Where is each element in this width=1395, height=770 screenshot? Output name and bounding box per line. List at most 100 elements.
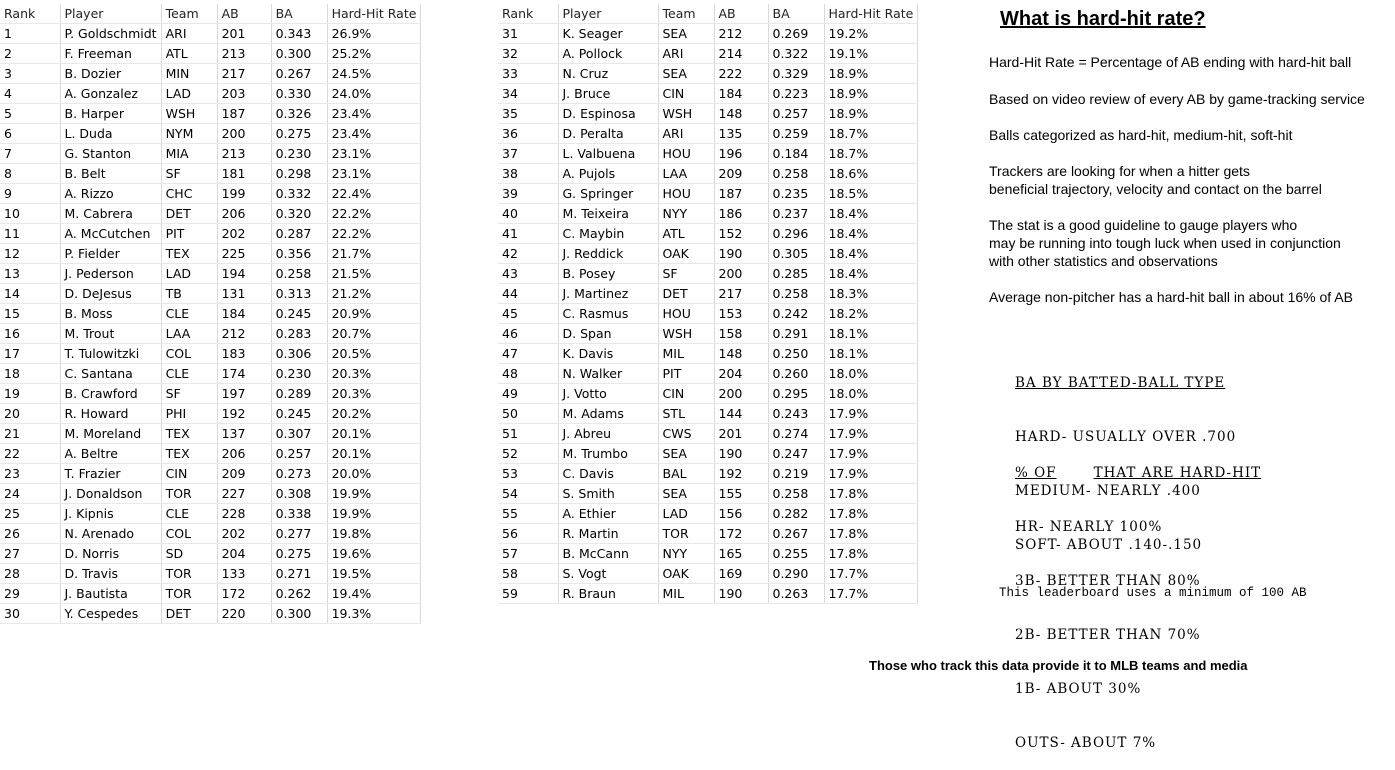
cell-rank[interactable]: 50 xyxy=(498,403,559,424)
cell-team[interactable]: OAK xyxy=(658,563,715,584)
cell-hard-hit-rate[interactable]: 18.3% xyxy=(824,283,919,304)
cell-hard-hit-rate[interactable]: 20.1% xyxy=(327,423,422,444)
cell-rank[interactable]: 4 xyxy=(0,83,61,104)
cell-ba[interactable]: 0.267 xyxy=(271,63,328,84)
cell-hard-hit-rate[interactable]: 22.2% xyxy=(327,203,422,224)
cell-player[interactable]: J. Martinez xyxy=(558,283,659,304)
cell-rank[interactable]: 37 xyxy=(498,143,559,164)
cell-ab[interactable]: 225 xyxy=(217,243,272,264)
cell-ab[interactable]: 133 xyxy=(217,563,272,584)
column-header-rank[interactable]: Rank xyxy=(0,4,61,24)
cell-ab[interactable]: 213 xyxy=(217,143,272,164)
cell-rank[interactable]: 2 xyxy=(0,43,61,64)
cell-ab[interactable]: 190 xyxy=(714,243,769,264)
cell-rank[interactable]: 13 xyxy=(0,263,61,284)
cell-hard-hit-rate[interactable]: 19.5% xyxy=(327,563,422,584)
cell-team[interactable]: ATL xyxy=(658,223,715,244)
cell-ba[interactable]: 0.287 xyxy=(271,223,328,244)
cell-ab[interactable]: 174 xyxy=(217,363,272,384)
cell-rank[interactable]: 46 xyxy=(498,323,559,344)
cell-team[interactable]: CLE xyxy=(161,363,218,384)
cell-ab[interactable]: 212 xyxy=(217,323,272,344)
cell-team[interactable]: TEX xyxy=(161,243,218,264)
cell-player[interactable]: J. Abreu xyxy=(558,423,659,444)
cell-team[interactable]: SF xyxy=(161,383,218,404)
cell-rank[interactable]: 32 xyxy=(498,43,559,64)
cell-team[interactable]: TOR xyxy=(161,583,218,604)
cell-rank[interactable]: 56 xyxy=(498,523,559,544)
cell-team[interactable]: MIN xyxy=(161,63,218,84)
cell-hard-hit-rate[interactable]: 18.5% xyxy=(824,183,919,204)
cell-rank[interactable]: 24 xyxy=(0,483,61,504)
cell-ba[interactable]: 0.259 xyxy=(768,123,825,144)
cell-team[interactable]: NYM xyxy=(161,123,218,144)
cell-ba[interactable]: 0.338 xyxy=(271,503,328,524)
cell-rank[interactable]: 18 xyxy=(0,363,61,384)
cell-ba[interactable]: 0.237 xyxy=(768,203,825,224)
column-header-rank[interactable]: Rank xyxy=(498,4,559,24)
cell-player[interactable]: J. Votto xyxy=(558,383,659,404)
cell-hard-hit-rate[interactable]: 24.5% xyxy=(327,63,422,84)
cell-team[interactable]: CIN xyxy=(658,83,715,104)
cell-ba[interactable]: 0.247 xyxy=(768,443,825,464)
cell-team[interactable]: TEX xyxy=(161,423,218,444)
cell-hard-hit-rate[interactable]: 17.8% xyxy=(824,523,919,544)
cell-ba[interactable]: 0.273 xyxy=(271,463,328,484)
cell-rank[interactable]: 42 xyxy=(498,243,559,264)
cell-rank[interactable]: 23 xyxy=(0,463,61,484)
cell-ab[interactable]: 135 xyxy=(714,123,769,144)
cell-team[interactable]: SEA xyxy=(658,443,715,464)
cell-ba[interactable]: 0.326 xyxy=(271,103,328,124)
cell-ba[interactable]: 0.230 xyxy=(271,143,328,164)
cell-player[interactable]: M. Teixeira xyxy=(558,203,659,224)
cell-team[interactable]: PIT xyxy=(161,223,218,244)
cell-team[interactable]: NYY xyxy=(658,203,715,224)
cell-ab[interactable]: 201 xyxy=(217,23,272,44)
cell-hard-hit-rate[interactable]: 18.1% xyxy=(824,343,919,364)
cell-ba[interactable]: 0.242 xyxy=(768,303,825,324)
cell-player[interactable]: B. Dozier xyxy=(60,63,162,84)
cell-team[interactable]: SEA xyxy=(658,23,715,44)
cell-team[interactable]: MIL xyxy=(658,343,715,364)
cell-ab[interactable]: 217 xyxy=(714,283,769,304)
cell-rank[interactable]: 35 xyxy=(498,103,559,124)
cell-hard-hit-rate[interactable]: 21.2% xyxy=(327,283,422,304)
cell-rank[interactable]: 53 xyxy=(498,463,559,484)
cell-ab[interactable]: 184 xyxy=(714,83,769,104)
cell-ba[interactable]: 0.322 xyxy=(768,43,825,64)
cell-team[interactable]: CHC xyxy=(161,183,218,204)
cell-team[interactable]: CIN xyxy=(658,383,715,404)
cell-player[interactable]: D. Espinosa xyxy=(558,103,659,124)
cell-player[interactable]: P. Fielder xyxy=(60,243,162,264)
cell-rank[interactable]: 26 xyxy=(0,523,61,544)
cell-ba[interactable]: 0.290 xyxy=(768,563,825,584)
cell-ab[interactable]: 200 xyxy=(217,123,272,144)
cell-player[interactable]: J. Reddick xyxy=(558,243,659,264)
cell-team[interactable]: WSH xyxy=(658,103,715,124)
cell-hard-hit-rate[interactable]: 19.2% xyxy=(824,23,919,44)
cell-hard-hit-rate[interactable]: 22.2% xyxy=(327,223,422,244)
cell-ab[interactable]: 201 xyxy=(714,423,769,444)
cell-team[interactable]: ARI xyxy=(161,23,218,44)
cell-hard-hit-rate[interactable]: 18.7% xyxy=(824,123,919,144)
cell-ab[interactable]: 148 xyxy=(714,343,769,364)
cell-ab[interactable]: 148 xyxy=(714,103,769,124)
cell-ba[interactable]: 0.235 xyxy=(768,183,825,204)
cell-hard-hit-rate[interactable]: 20.3% xyxy=(327,363,422,384)
cell-ab[interactable]: 206 xyxy=(217,443,272,464)
cell-hard-hit-rate[interactable]: 17.9% xyxy=(824,443,919,464)
cell-ba[interactable]: 0.356 xyxy=(271,243,328,264)
cell-ba[interactable]: 0.295 xyxy=(768,383,825,404)
cell-player[interactable]: G. Stanton xyxy=(60,143,162,164)
cell-ba[interactable]: 0.258 xyxy=(271,263,328,284)
cell-ba[interactable]: 0.263 xyxy=(768,583,825,604)
cell-ab[interactable]: 187 xyxy=(217,103,272,124)
cell-team[interactable]: DET xyxy=(161,603,218,624)
cell-team[interactable]: CWS xyxy=(658,423,715,444)
cell-team[interactable]: ARI xyxy=(658,123,715,144)
cell-ba[interactable]: 0.258 xyxy=(768,163,825,184)
cell-rank[interactable]: 5 xyxy=(0,103,61,124)
cell-hard-hit-rate[interactable]: 21.7% xyxy=(327,243,422,264)
cell-team[interactable]: TOR xyxy=(658,523,715,544)
cell-ab[interactable]: 196 xyxy=(714,143,769,164)
